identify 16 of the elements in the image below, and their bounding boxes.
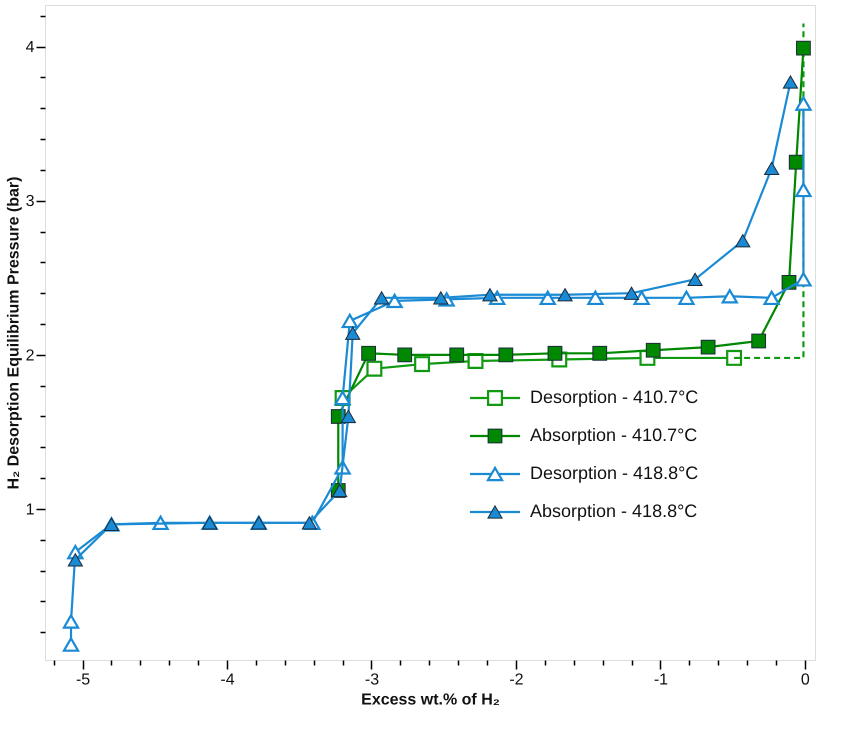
y-tick-label: 2	[26, 347, 35, 364]
x-tick-label: -3	[364, 672, 380, 688]
x-tick-label: 0	[800, 672, 810, 688]
x-axis-title: Excess wt.% of H₂	[361, 692, 500, 708]
legend-label: Desorption - 418.8°C	[530, 463, 698, 483]
y-tick-label: 3	[26, 193, 35, 210]
y-axis-title: H₂ Desorption Equilibrium Pressure (bar)	[6, 176, 23, 490]
x-tick-label: -1	[654, 672, 668, 688]
x-tick-label: -2	[509, 672, 524, 688]
legend-label: Absorption - 418.8°C	[530, 501, 698, 521]
x-tick-label: -4	[220, 672, 235, 688]
legend-label: Absorption - 410.7°C	[530, 425, 698, 445]
x-tick-label: -5	[76, 672, 90, 688]
y-tick-label: 1	[26, 501, 35, 518]
y-tick-label: 4	[26, 39, 35, 56]
legend-label: Desorption - 410.7°C	[530, 387, 698, 407]
